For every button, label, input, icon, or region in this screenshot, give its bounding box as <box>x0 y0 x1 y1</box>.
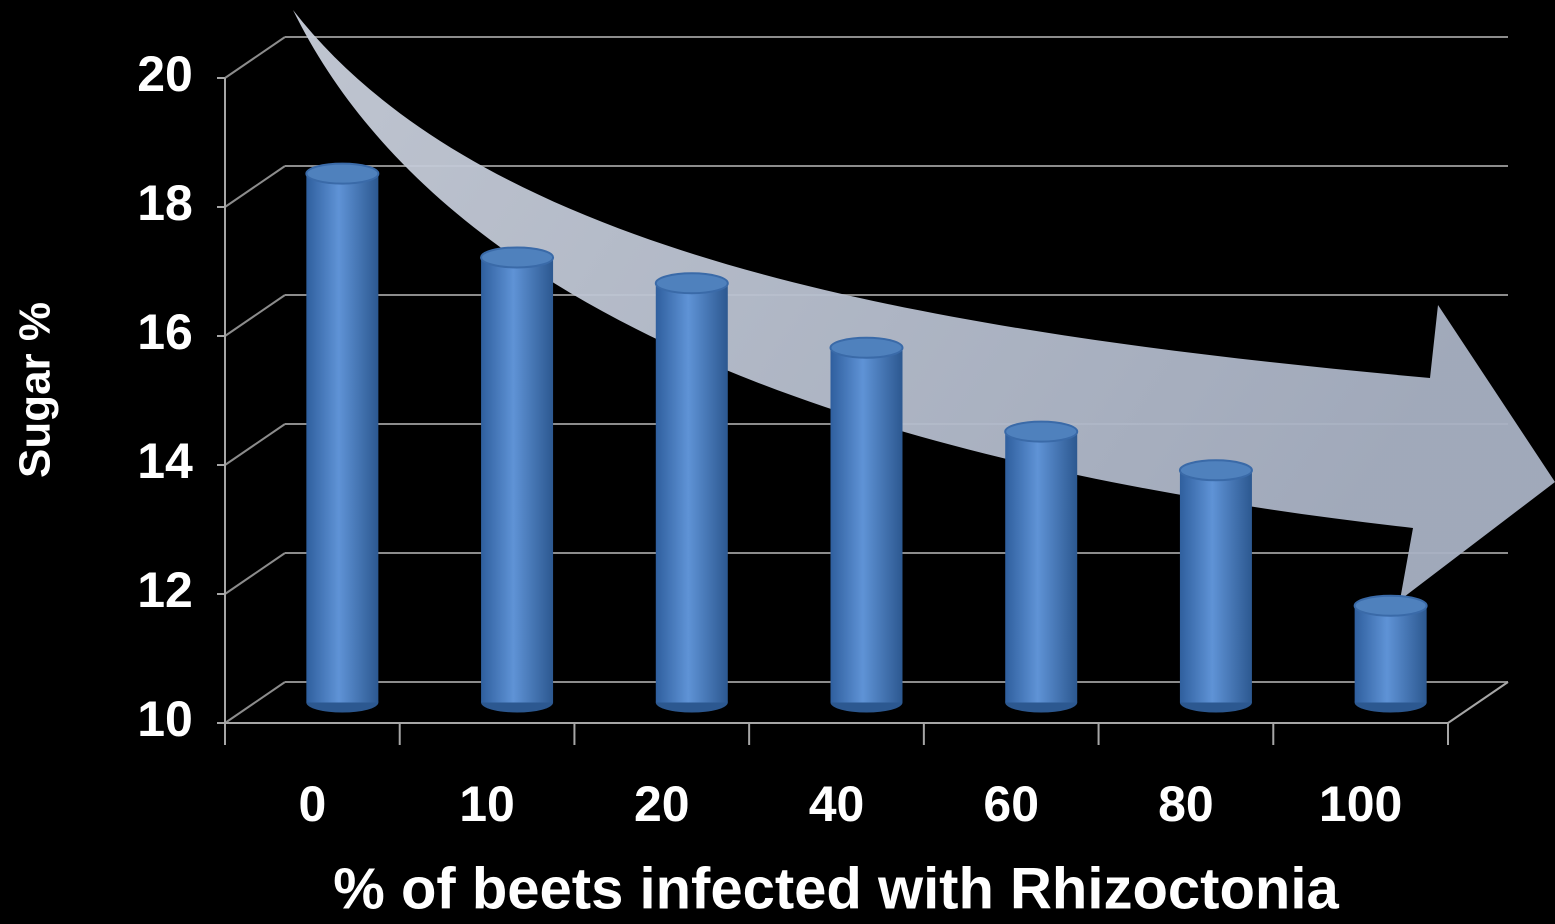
bar-top <box>1353 594 1428 617</box>
x-tick-label: 60 <box>983 776 1039 832</box>
x-tick-label: 0 <box>298 776 326 832</box>
bar-top <box>654 272 729 295</box>
y-tick-label: 10 <box>137 691 193 747</box>
y-tick-label: 16 <box>137 304 193 360</box>
x-tick-label: 100 <box>1319 776 1402 832</box>
y-tick-label: 14 <box>137 433 193 489</box>
x-axis-title: % of beets infected with Rhizoctonia <box>333 856 1339 921</box>
grid-line-side <box>224 681 286 724</box>
bar-top <box>829 336 904 359</box>
grid-line-side <box>224 36 286 79</box>
bars <box>305 162 1428 713</box>
bar <box>306 173 379 703</box>
y-axis-title: Sugar % <box>11 302 60 478</box>
bar-top <box>1004 420 1079 443</box>
floor-edge <box>1447 681 1509 724</box>
grid-line-side <box>224 294 286 337</box>
bar <box>655 283 728 703</box>
x-tick-label: 80 <box>1158 776 1214 832</box>
bar <box>1179 470 1252 703</box>
bar <box>1354 605 1427 703</box>
bar <box>830 347 903 703</box>
x-tick-label: 10 <box>459 776 515 832</box>
grid-line-side <box>224 423 286 466</box>
x-tick-label: 40 <box>809 776 865 832</box>
bar <box>1005 431 1078 703</box>
bar-top <box>480 246 555 269</box>
trend-arrow <box>293 10 1555 600</box>
bar-top <box>305 162 380 185</box>
y-tick-label: 12 <box>137 562 193 618</box>
y-tick-label: 20 <box>137 46 193 102</box>
bar-top <box>1178 459 1253 482</box>
x-tick-label: 20 <box>634 776 690 832</box>
grid-line-side <box>224 165 286 208</box>
y-tick-label: 18 <box>137 175 193 231</box>
bar <box>481 257 554 703</box>
grid-line-side <box>224 552 286 595</box>
